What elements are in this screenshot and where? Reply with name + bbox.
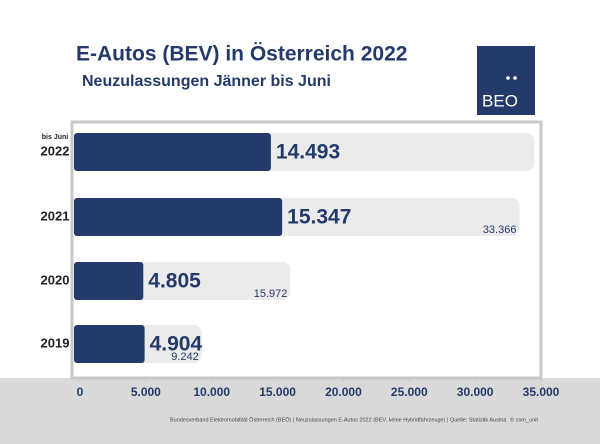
y-tick-label: 2021 — [41, 208, 70, 223]
footer-band — [0, 378, 600, 444]
x-tick-label: 10.000 — [193, 385, 230, 399]
y-tick-label: 2019 — [41, 335, 70, 350]
value-label-half-year: 4.904 — [150, 333, 203, 356]
logo-box — [477, 46, 535, 115]
chart-subtitle: Neuzulassungen Jänner bis Juni — [82, 73, 331, 90]
value-label-full-year: 33.366 — [483, 224, 517, 236]
x-tick-label: 0 — [77, 385, 84, 399]
annotation: bis Juni — [42, 134, 69, 141]
credit: © com_unit — [510, 416, 538, 423]
logo-dot — [513, 76, 517, 80]
x-tick-label: 35.000 — [523, 385, 560, 399]
value-label-half-year: 14.493 — [276, 141, 340, 164]
bar-half-year — [74, 133, 271, 171]
plot-frame — [70, 120, 543, 380]
value-label-half-year: 15.347 — [287, 206, 351, 229]
y-tick-label: 2020 — [41, 272, 70, 287]
x-tick-label: 5.000 — [131, 385, 161, 399]
logo-text: BEO — [482, 91, 518, 110]
x-tick-label: 20.000 — [325, 385, 362, 399]
bar-half-year — [74, 325, 145, 363]
value-label-full-year: 15.972 — [254, 288, 288, 300]
value-label-full-year: 9.242 — [171, 351, 199, 363]
x-tick-label: 25.000 — [391, 385, 428, 399]
x-tick-label: 15.000 — [259, 385, 296, 399]
footer-text: Bundesverband Elektromobilität Österreic… — [170, 416, 507, 423]
logo-dot — [506, 76, 510, 80]
y-tick-label: 2022 — [41, 143, 70, 158]
value-label-half-year: 4.805 — [148, 270, 201, 293]
x-tick-label: 30.000 — [457, 385, 494, 399]
chart-title: E-Autos (BEV) in Österreich 2022 — [76, 43, 407, 66]
bar-half-year — [74, 262, 144, 300]
bar-half-year — [74, 198, 283, 236]
